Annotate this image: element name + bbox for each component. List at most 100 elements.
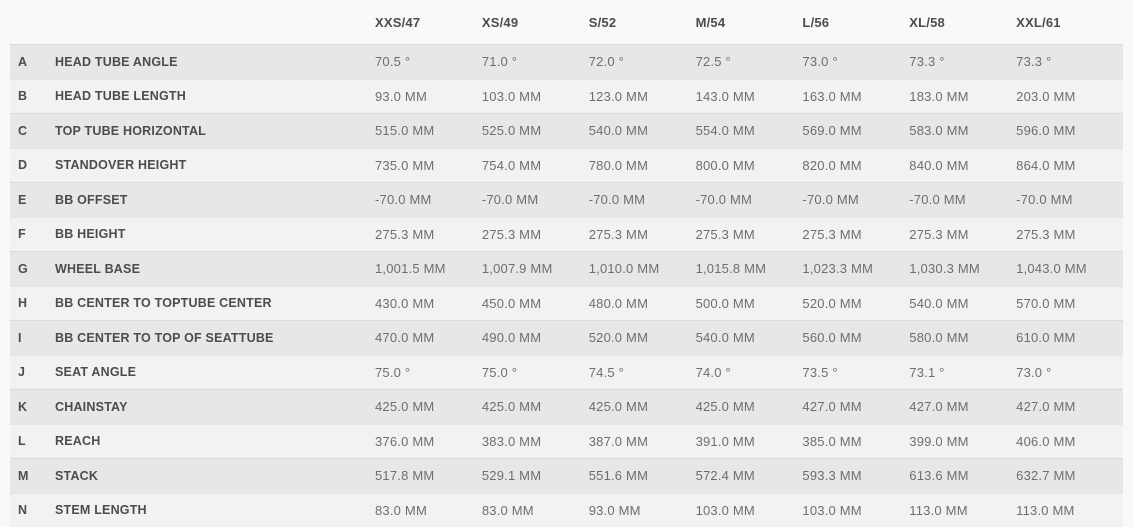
row-value-cell: 72.5 °: [695, 54, 731, 70]
row-measure-label: HEAD TUBE ANGLE: [55, 54, 178, 69]
row-value-cell: 383.0 MM: [481, 433, 542, 449]
row-letter-label: E: [18, 192, 27, 207]
row-value-cell: -70.0 MM: [481, 192, 539, 208]
row-value-cell: 387.0 MM: [588, 433, 649, 449]
row-value-cell: 800.0 MM: [695, 157, 755, 173]
row-value-cell: 554.0 MM: [695, 123, 755, 139]
table-row: G WHEEL BASE 1,001.5 MM 1,007.9 MM 1,010.0 M…: [10, 251, 1123, 286]
row-value-cell: 1,001.5 MM: [375, 261, 446, 277]
row-value-cell: -70.0 MM: [375, 192, 432, 208]
table-row: D STANDOVER HEIGHT 735.0 MM 754.0 MM 780.0 M…: [10, 147, 1123, 182]
row-value-cell: 735.0 MM: [375, 157, 435, 173]
row-value-cell: 517.8 MM: [375, 468, 435, 484]
row-measure-label: SEAT ANGLE: [55, 365, 137, 380]
row-letter-label: F: [18, 227, 26, 242]
row-letter-label: I: [18, 330, 22, 345]
row-value-cell: 275.3 MM: [695, 226, 755, 242]
size-column-header: S/52: [588, 14, 617, 30]
row-value-cell: 490.0 MM: [481, 330, 542, 346]
row-value-cell: 430.0 MM: [375, 295, 435, 311]
row-value-cell: 103.0 MM: [481, 88, 542, 104]
row-value-cell: 425.0 MM: [481, 399, 542, 415]
row-value-cell: 596.0 MM: [1016, 123, 1076, 139]
row-value-cell: 376.0 MM: [375, 433, 435, 449]
row-value-cell: 427.0 MM: [1016, 399, 1076, 415]
table-row: F BB HEIGHT 275.3 MM 275.3 MM 275.3 MM 275.3 …: [10, 216, 1123, 251]
row-value-cell: 73.3 °: [909, 54, 945, 70]
row-letter-label: K: [18, 399, 28, 414]
row-value-cell: 113.0 MM: [909, 502, 968, 518]
row-value-cell: 840.0 MM: [909, 157, 969, 173]
row-letter-label: H: [18, 296, 28, 311]
row-value-cell: 1,007.9 MM: [481, 261, 553, 277]
table-row: M STACK 517.8 MM 529.1 MM 551.6 MM 572.4 MM 59…: [10, 458, 1123, 493]
row-value-cell: -70.0 MM: [695, 192, 753, 208]
row-value-cell: 275.3 MM: [375, 226, 435, 242]
row-value-cell: 540.0 MM: [695, 330, 755, 346]
table-row: L REACH 376.0 MM 383.0 MM 387.0 MM 391.0 MM 38…: [10, 423, 1123, 458]
row-value-cell: 123.0 MM: [588, 88, 649, 104]
row-value-cell: -70.0 MM: [588, 192, 646, 208]
row-measure-label: REACH: [55, 434, 101, 449]
size-column-header: L/56: [802, 14, 830, 30]
row-value-cell: 520.0 MM: [588, 330, 649, 346]
row-value-cell: 525.0 MM: [481, 123, 542, 139]
row-value-cell: 450.0 MM: [481, 295, 542, 311]
table-row: E BB OFFSET -70.0 MM -70.0 MM -70.0 MM -70.0 …: [10, 182, 1123, 217]
row-value-cell: 93.0 MM: [375, 88, 427, 104]
row-value-cell: 71.0 °: [481, 54, 518, 70]
row-value-cell: 399.0 MM: [909, 433, 969, 449]
row-value-cell: 1,023.3 MM: [802, 261, 874, 277]
size-header-row: XXS/47 XS/49 S/52 M/54 L/56 XL/58 XXL/61: [10, 0, 1123, 44]
row-value-cell: 203.0 MM: [1016, 88, 1076, 104]
row-letter-label: B: [18, 89, 28, 104]
row-letter-label: N: [18, 503, 28, 518]
row-value-cell: 500.0 MM: [695, 295, 755, 311]
row-value-cell: 560.0 MM: [802, 330, 862, 346]
row-measure-label: TOP TUBE HORIZONTAL: [55, 123, 207, 138]
row-value-cell: 1,043.0 MM: [1016, 261, 1087, 277]
table-row: N STEM LENGTH 83.0 MM 83.0 MM 93.0 MM 103.0 M…: [10, 492, 1123, 527]
row-value-cell: 73.1 °: [909, 364, 945, 380]
row-value-cell: 75.0 °: [375, 364, 411, 380]
size-column-header: XXS/47: [375, 14, 421, 30]
row-value-cell: 425.0 MM: [695, 399, 755, 415]
row-value-cell: 613.6 MM: [909, 468, 969, 484]
row-value-cell: 540.0 MM: [588, 123, 649, 139]
row-value-cell: 74.5 °: [588, 364, 625, 380]
row-measure-label: STACK: [55, 468, 99, 483]
row-value-cell: 425.0 MM: [588, 399, 649, 415]
table-row: A HEAD TUBE ANGLE 70.5 ° 71.0 ° 72.0 ° 72.5 °…: [10, 44, 1123, 79]
row-value-cell: 275.3 MM: [802, 226, 862, 242]
row-measure-label: BB HEIGHT: [55, 227, 126, 242]
row-measure-label: STANDOVER HEIGHT: [55, 158, 187, 173]
geometry-table-body: A HEAD TUBE ANGLE 70.5 ° 71.0 ° 72.0 ° 72.5 °…: [10, 44, 1123, 527]
row-value-cell: 569.0 MM: [802, 123, 862, 139]
row-letter-label: C: [18, 123, 28, 138]
table-row: C TOP TUBE HORIZONTAL 515.0 MM 525.0 MM 540.…: [10, 113, 1123, 148]
size-column-header: XL/58: [909, 14, 945, 30]
row-value-cell: 183.0 MM: [909, 88, 969, 104]
size-column-header: M/54: [695, 14, 726, 30]
row-value-cell: 391.0 MM: [695, 433, 755, 449]
row-letter-label: A: [18, 54, 28, 69]
row-value-cell: 470.0 MM: [375, 330, 435, 346]
row-value-cell: 1,030.3 MM: [909, 261, 980, 277]
table-row: I BB CENTER TO TOP OF SEATTUBE 470.0 MM 490…: [10, 320, 1123, 355]
row-value-cell: 580.0 MM: [909, 330, 969, 346]
row-value-cell: 143.0 MM: [695, 88, 755, 104]
row-value-cell: 427.0 MM: [909, 399, 969, 415]
row-letter-label: G: [18, 261, 28, 276]
row-value-cell: 406.0 MM: [1016, 433, 1076, 449]
row-value-cell: 820.0 MM: [802, 157, 862, 173]
row-letter-label: D: [18, 158, 28, 173]
row-value-cell: 73.3 °: [1016, 54, 1052, 70]
row-value-cell: 163.0 MM: [802, 88, 862, 104]
row-value-cell: 425.0 MM: [375, 399, 435, 415]
row-value-cell: 275.3 MM: [481, 226, 542, 242]
row-value-cell: 75.0 °: [481, 364, 518, 380]
row-value-cell: 103.0 MM: [695, 502, 755, 518]
table-row: K CHAINSTAY 425.0 MM 425.0 MM 425.0 MM 425.0 …: [10, 389, 1123, 424]
row-value-cell: 1,010.0 MM: [588, 261, 660, 277]
row-value-cell: 73.5 °: [802, 364, 838, 380]
